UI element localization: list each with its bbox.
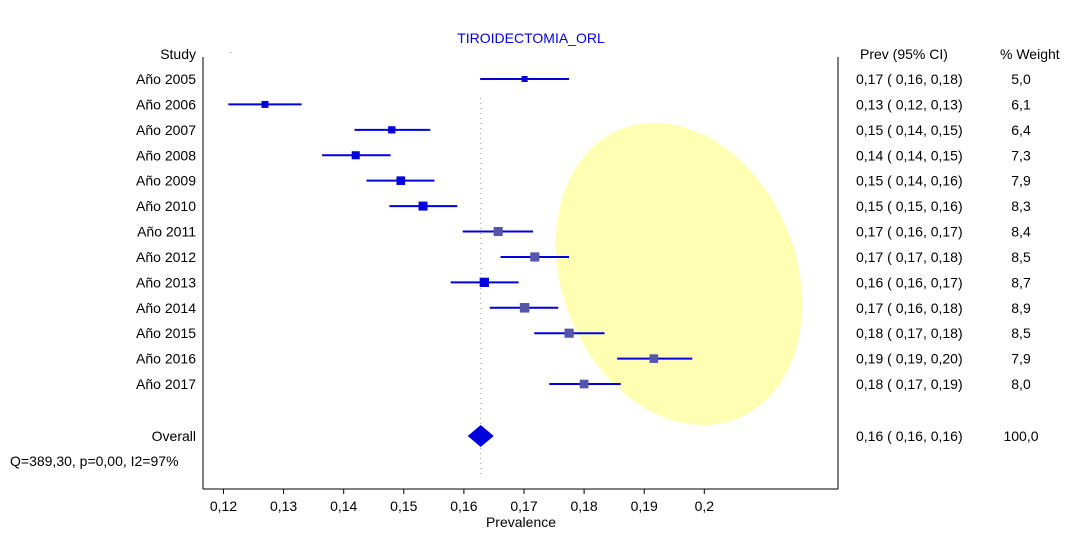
x-tick-label: 0,2 [695,498,715,514]
study-label: Año 2016 [136,351,196,367]
overall-label: Overall [152,428,196,444]
heterogeneity-statistics: Q=389,30, p=0,00, I2=97% [10,453,179,469]
point-estimate [418,201,428,211]
ci-text: 0,15 ( 0,14, 0,15) [856,122,963,138]
x-tick-label: 0,19 [631,498,658,514]
study-label: Año 2005 [136,71,196,87]
x-tick-label: 0,15 [390,498,417,514]
x-tick-label: 0,12 [210,498,237,514]
ci-text: 0,14 ( 0,14, 0,15) [856,147,963,163]
weight-text: 8,5 [1011,325,1031,341]
point-estimate [479,277,489,288]
weight-text: 8,7 [1011,274,1031,290]
weight-text: 8,4 [1011,224,1031,240]
ci-text: 0,17 ( 0,17, 0,18) [856,249,963,265]
ci-text: 0,17 ( 0,16, 0,17) [856,224,963,240]
x-tick-label: 0,13 [270,498,297,514]
ci-text: 0,17 ( 0,16, 0,18) [856,300,963,316]
x-tick-label: 0,16 [450,498,477,514]
point-estimate [493,226,503,237]
ci-column-header: Prev (95% CI) [860,46,948,62]
x-tick-label: 0,14 [330,498,357,514]
study-label: Año 2013 [136,274,196,290]
point-estimate [579,379,589,389]
point-estimate [519,303,530,313]
study-label: Año 2015 [136,325,196,341]
point-estimate [530,252,540,262]
ci-text: 0,18 ( 0,17, 0,19) [856,376,963,392]
ci-text: 0,16 ( 0,16, 0,17) [856,274,963,290]
study-label: Año 2007 [136,122,196,138]
study-label: Año 2012 [136,249,196,265]
weight-text: 7,9 [1011,351,1031,367]
point-estimate [261,100,269,108]
weight-text: 7,9 [1011,173,1031,189]
ci-text: 0,17 ( 0,16, 0,18) [856,71,963,87]
chart-title: TIROIDECTOMIA_ORL [457,30,605,46]
study-label: Año 2009 [136,173,196,189]
overall-weight-text: 100,0 [1003,428,1038,444]
point-estimate [649,354,659,363]
point-estimate [564,328,574,338]
highlight-ellipse [555,122,803,426]
weight-text: 8,3 [1011,198,1031,214]
study-column-header: Study [160,46,196,62]
overall-ci-text: 0,16 ( 0,16, 0,16) [856,428,963,444]
ci-text: 0,18 ( 0,17, 0,18) [856,325,963,341]
ci-text: 0,13 ( 0,12, 0,13) [856,96,963,112]
study-label: Año 2008 [136,147,196,163]
weight-text: 6,4 [1011,122,1031,138]
x-tick-label: 0,18 [570,498,597,514]
point-estimate [396,176,406,185]
ci-text: 0,15 ( 0,15, 0,16) [856,198,963,214]
point-estimate [521,76,528,82]
study-label: Año 2010 [136,198,196,214]
ci-text: 0,19 ( 0,19, 0,20) [856,351,963,367]
study-label: Año 2006 [136,96,196,112]
weight-column-header: % Weight [1000,46,1060,62]
point-estimate [351,151,360,160]
x-axis-label: Prevalence [486,514,556,530]
x-tick-label: 0,17 [510,498,537,514]
weight-text: 8,5 [1011,249,1031,265]
weight-text: 7,3 [1011,147,1031,163]
study-label: Año 2017 [136,376,196,392]
ci-text: 0,15 ( 0,14, 0,16) [856,173,963,189]
weight-text: 6,1 [1011,96,1031,112]
point-estimate [388,126,396,134]
weight-text: 5,0 [1011,71,1031,87]
study-label: Año 2011 [137,224,196,240]
weight-text: 8,9 [1011,300,1031,316]
weight-text: 8,0 [1011,376,1031,392]
overall-diamond [467,425,494,447]
study-label: Año 2014 [136,300,196,316]
